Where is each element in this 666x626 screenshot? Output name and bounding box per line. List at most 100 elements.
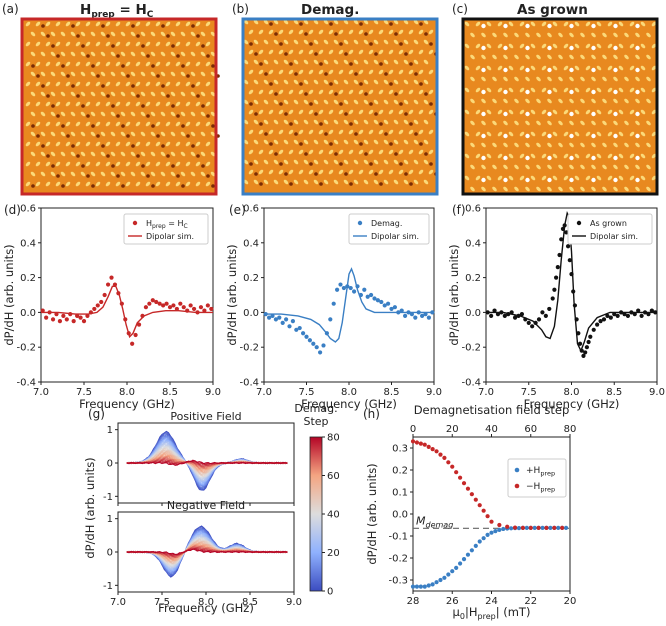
chart-f: 7.0 7.5 8.0 8.5 9.0-0.4-0.20.00.20.40.6Frequ… (447, 204, 665, 412)
image-spot-dark (186, 74, 190, 78)
image-spot-light (165, 141, 171, 147)
image-spot-light (170, 131, 176, 137)
image-spot-light (303, 39, 309, 45)
image-spot-light (640, 65, 646, 71)
image-spot-light (481, 54, 486, 60)
image-spot-dark (429, 42, 433, 46)
image-spot-light (388, 49, 394, 55)
image-spot-light (618, 153, 624, 159)
image-spot-dark (591, 177, 596, 183)
data-point (426, 315, 431, 320)
image-spot-dark (591, 89, 596, 95)
image-spot-light (70, 111, 76, 117)
image-spot-light (145, 81, 151, 87)
image-spot-light (508, 21, 514, 27)
image-spot-light (120, 31, 126, 37)
legend-label: Demag. (371, 219, 402, 228)
image-spot-light (497, 43, 503, 49)
data-point (564, 230, 569, 235)
image-spot-light (503, 164, 508, 170)
image-spot-light (423, 179, 429, 185)
image-spot-light (328, 89, 334, 95)
image-spot-light (563, 65, 569, 71)
image-spot-light (65, 101, 71, 107)
image-spot-light (185, 121, 191, 127)
image-spot-light (253, 59, 259, 65)
image-spot-light (596, 131, 602, 137)
data-point (318, 350, 323, 355)
image-spot-dark (409, 122, 413, 126)
image-spot-dark (503, 177, 508, 183)
image-spot-light (298, 129, 304, 135)
image-spot-dark (274, 92, 278, 96)
image-spot-light (373, 39, 379, 45)
image-spot-dark (525, 111, 530, 117)
image-spot-light (497, 109, 503, 115)
y-axis-label: dP/dH (arb. units) (225, 244, 239, 345)
image-spot-light (393, 119, 399, 125)
image-spot-light (35, 41, 41, 47)
image-spot-dark (66, 74, 70, 78)
image-spot-light (358, 89, 364, 95)
image-spot-light (613, 98, 618, 104)
image-spot-light (464, 21, 470, 27)
image-spot-dark (569, 155, 574, 161)
image-spot-light (618, 65, 624, 71)
image-spot-light (160, 51, 166, 57)
image-spot-dark (344, 52, 348, 56)
image-spot-light (629, 65, 635, 71)
image-spot-light (323, 79, 329, 85)
image-spot-light (353, 19, 359, 25)
image-spot-dark (569, 23, 574, 29)
image-spot-light (530, 65, 536, 71)
image-spot-dark (289, 122, 293, 126)
image-spot-light (348, 149, 354, 155)
image-spot-light (629, 43, 635, 49)
image-spot-dark (151, 64, 155, 68)
image-spot-light (263, 39, 269, 45)
image-spot-light (635, 32, 640, 38)
image-spot-light (393, 19, 399, 25)
image-spot-light (580, 142, 585, 148)
image-spot-light (328, 129, 334, 135)
data-point (530, 324, 535, 329)
image-spot-light (580, 164, 585, 170)
image-spot-light (278, 89, 284, 95)
image-spot-light (363, 99, 369, 105)
image-spot-dark (379, 122, 383, 126)
data-point (420, 313, 425, 318)
image-spot-light (323, 139, 329, 145)
image-spot-light (530, 109, 536, 115)
image-spot-light (403, 79, 409, 85)
image-spot-dark (525, 23, 530, 29)
image-spot-light (55, 41, 61, 47)
image-title-b: Demag. (301, 2, 359, 18)
image-spot-light (363, 79, 369, 85)
image-spot-light (428, 69, 434, 75)
image-spot-dark (569, 89, 574, 95)
image-spot-light (591, 186, 596, 192)
image-spot-light (65, 141, 71, 147)
image-spot-light (25, 121, 31, 127)
image-spot-light (55, 161, 61, 167)
image-spot-light (105, 141, 111, 147)
data-point (75, 313, 80, 318)
image-spot-light (125, 81, 131, 87)
image-spot-light (278, 69, 284, 75)
image-spot-dark (279, 102, 283, 106)
image-spot-light (470, 76, 475, 82)
image-spot-light (418, 29, 424, 35)
image-spot-light (205, 61, 211, 67)
data-point (422, 442, 427, 447)
image-spot-dark (419, 22, 423, 26)
data-point (273, 317, 278, 322)
image-spot-light (408, 89, 414, 95)
image-spot-light (155, 161, 161, 167)
image-spot-light (552, 175, 558, 181)
y-tick-label: -0.1 (388, 532, 408, 543)
legend-label: +Hprep (526, 466, 555, 478)
image-spot-light (383, 39, 389, 45)
data-point (454, 470, 459, 475)
image-spot-light (70, 151, 76, 157)
image-spot-light (308, 49, 314, 55)
